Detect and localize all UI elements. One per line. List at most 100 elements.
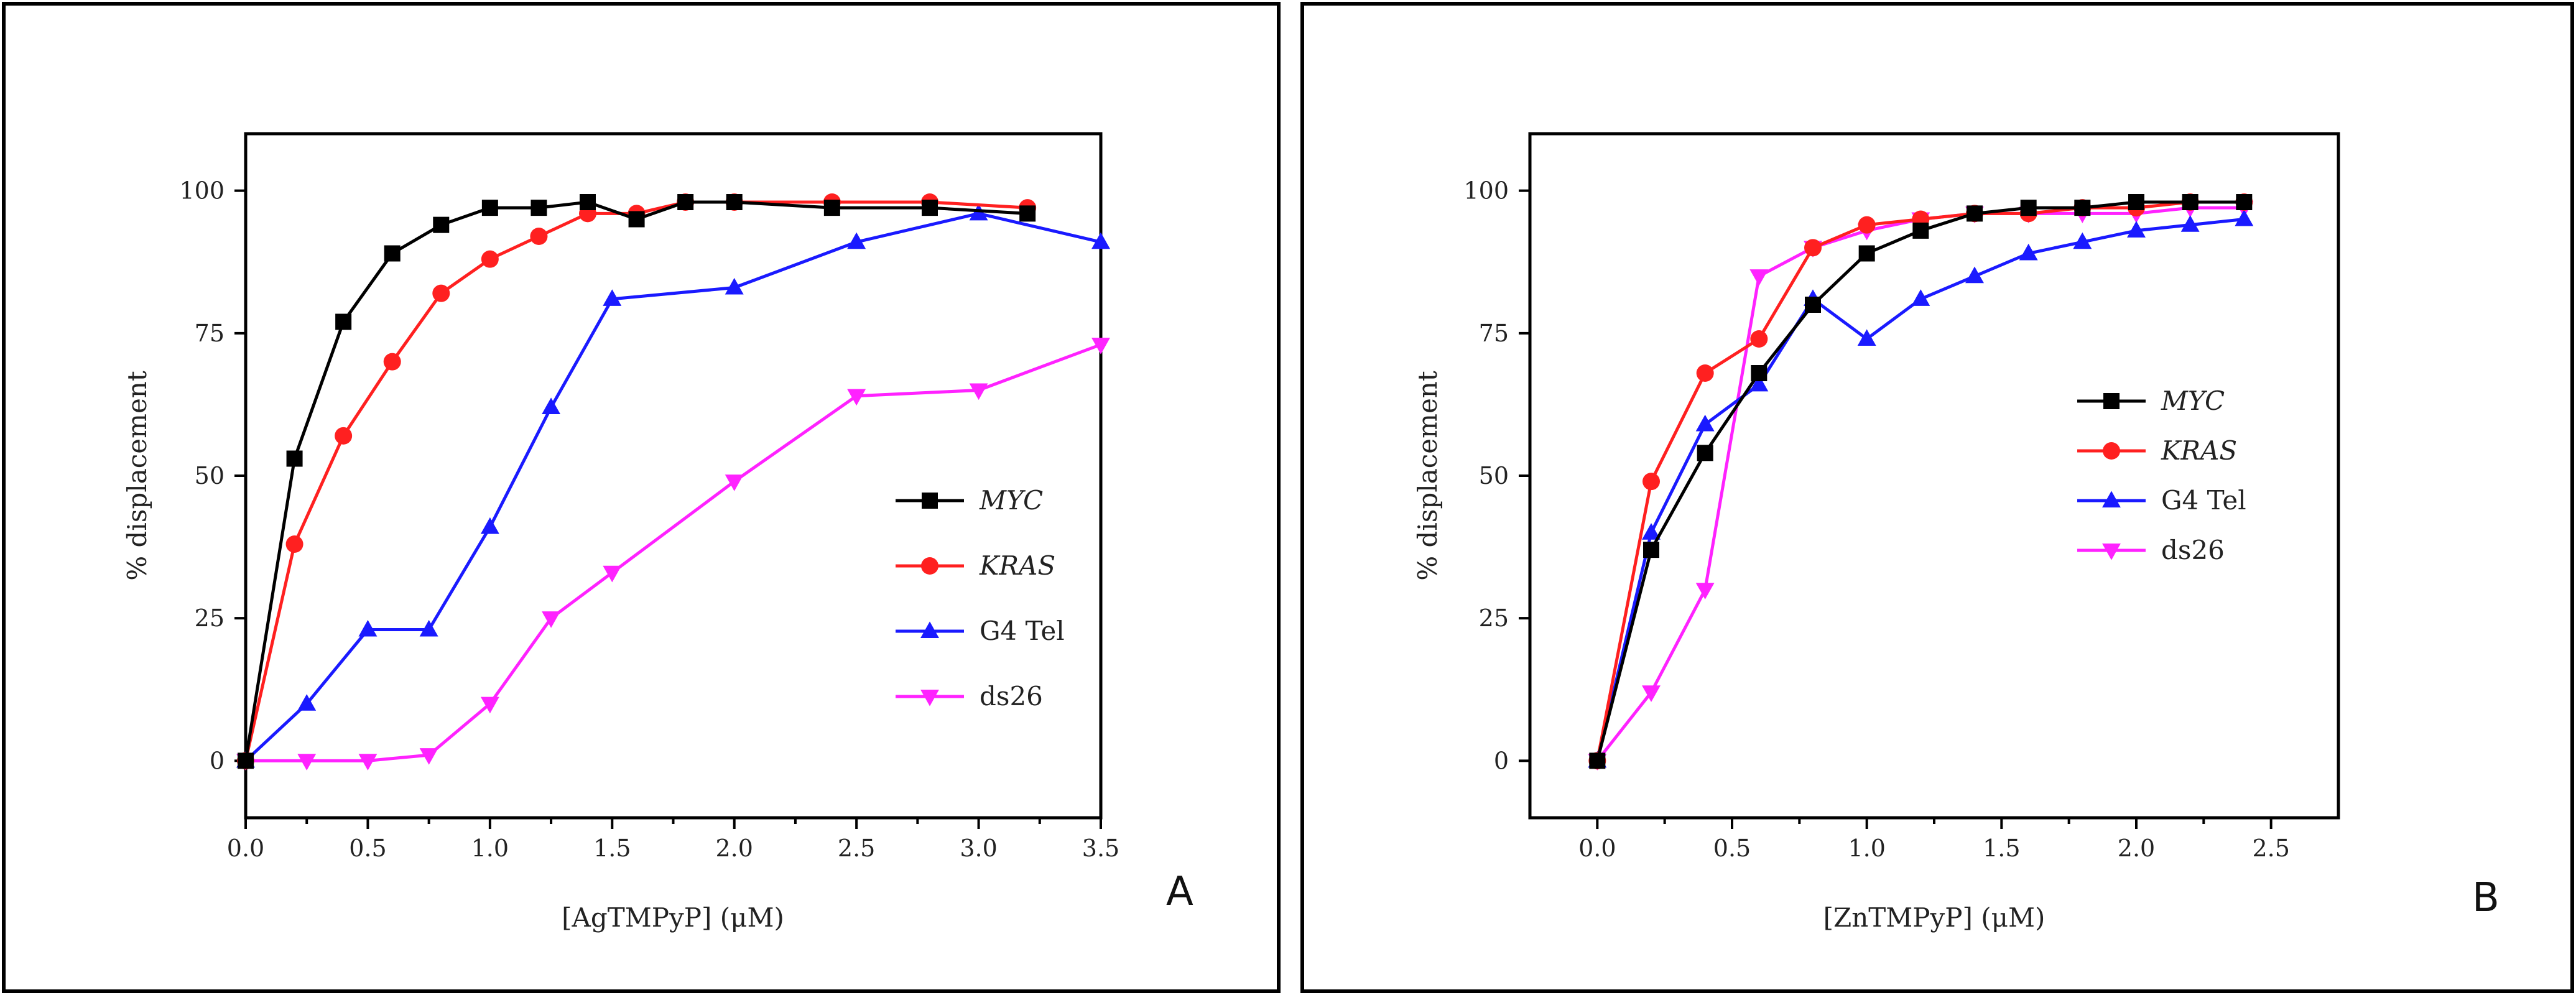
data-point (2235, 209, 2254, 226)
x-axis-label: [ZnTMPyP] (μM) (1823, 902, 2046, 933)
data-point (2127, 221, 2146, 238)
data-point (481, 200, 498, 216)
data-point (1967, 205, 1983, 222)
legend-marker (2103, 442, 2120, 460)
legend-entry: G4 Tel (896, 616, 1065, 646)
data-point (297, 754, 317, 771)
data-point (823, 200, 840, 216)
data-point (847, 389, 866, 406)
data-point (384, 245, 401, 262)
x-tick-label: 1.0 (1848, 835, 1885, 862)
y-tick-label: 75 (195, 320, 225, 347)
data-point (1858, 245, 1875, 262)
data-point (1091, 338, 1110, 354)
chart-panel-b: 0.0 0.5 1.0 1.5 2.0 2.5 0 25 50 75 100 [ZnTMPyP] (μ… (1412, 132, 2500, 933)
y-tick-label: 100 (1463, 177, 1509, 205)
data-point (286, 450, 303, 467)
legend-entry: KRAS (896, 550, 1055, 581)
legend-marker (920, 689, 939, 706)
series-line (244, 200, 1028, 761)
series-line (1595, 200, 2245, 761)
y-tick-label: 25 (1479, 604, 1509, 632)
data-point (1695, 414, 1715, 432)
data-point (1805, 297, 1821, 313)
data-point (1697, 445, 1713, 461)
legend-label: KRAS (979, 550, 1055, 581)
data-point (2180, 215, 2200, 232)
data-point (2236, 194, 2253, 210)
data-point (1643, 542, 1659, 558)
data-point (542, 397, 561, 415)
legend-label: G4 Tel (2161, 485, 2246, 516)
data-point (542, 611, 561, 628)
y-axis-label: % displacement (122, 371, 152, 581)
data-point (383, 353, 401, 371)
data-point (2073, 232, 2092, 249)
x-tick-label: 2.5 (2252, 835, 2289, 862)
y-tick-label: 0 (210, 747, 225, 774)
x-tick-label: 2.5 (838, 835, 875, 862)
data-point (481, 250, 499, 268)
series-myc (238, 194, 1036, 769)
legend-label: G4 Tel (980, 616, 1065, 646)
data-point (1857, 329, 1876, 346)
data-point (1912, 222, 1929, 239)
data-point (297, 694, 317, 711)
data-point (628, 211, 645, 228)
data-point (922, 200, 938, 216)
data-point (580, 194, 596, 210)
series-myc (1589, 194, 2253, 769)
data-point (1589, 752, 1606, 769)
data-point (480, 696, 499, 714)
data-point (969, 383, 988, 400)
panel-a-frame (2, 2, 1281, 993)
data-point (1750, 330, 1768, 348)
legend-label: KRAS (2161, 435, 2237, 466)
series-g4-tel (236, 203, 1110, 768)
x-tick-label: 1.5 (1983, 835, 2020, 862)
legend-entry: ds26 (896, 681, 1043, 711)
legend-marker (922, 493, 938, 509)
data-point (677, 194, 694, 210)
data-point (847, 232, 866, 249)
x-tick-label: 1.0 (471, 835, 509, 862)
x-tick-label: 2.0 (2118, 835, 2155, 862)
series-line (246, 343, 1101, 762)
data-point (419, 748, 438, 765)
y-tick-label: 100 (179, 177, 225, 205)
data-point (432, 284, 450, 302)
legend-entry: ds26 (2077, 535, 2225, 565)
legend-marker (2102, 543, 2121, 560)
data-point (1911, 289, 1930, 306)
plot-area-frame (244, 132, 1103, 820)
data-point (1751, 365, 1768, 381)
data-point (1642, 523, 1661, 540)
panel-b-frame (1300, 2, 2574, 993)
legend-label: ds26 (980, 681, 1043, 711)
data-point (1749, 374, 1769, 392)
data-point (2182, 194, 2198, 210)
data-point (419, 619, 438, 637)
legend-entry: MYC (2077, 386, 2225, 416)
y-tick-label: 50 (195, 462, 225, 489)
legend-marker (2103, 393, 2120, 409)
legend-entry: G4 Tel (2077, 485, 2246, 516)
data-point (480, 517, 499, 534)
data-point (335, 427, 353, 445)
panel-letter: A (1166, 869, 1193, 915)
data-point (726, 194, 743, 210)
x-tick-label: 2.0 (715, 835, 753, 862)
data-point (1642, 685, 1661, 702)
x-tick-label: 0.5 (1713, 835, 1751, 862)
data-point (1019, 205, 1036, 222)
data-point (1091, 232, 1110, 249)
data-point (335, 313, 352, 330)
legend-label: MYC (979, 485, 1043, 516)
panel-letter: B (2472, 875, 2500, 921)
series-line (1595, 200, 2245, 761)
data-point (238, 752, 254, 769)
y-tick-label: 75 (1479, 320, 1509, 347)
data-point (358, 754, 378, 771)
series-g4-tel (1588, 209, 2254, 768)
data-point (2128, 194, 2144, 210)
